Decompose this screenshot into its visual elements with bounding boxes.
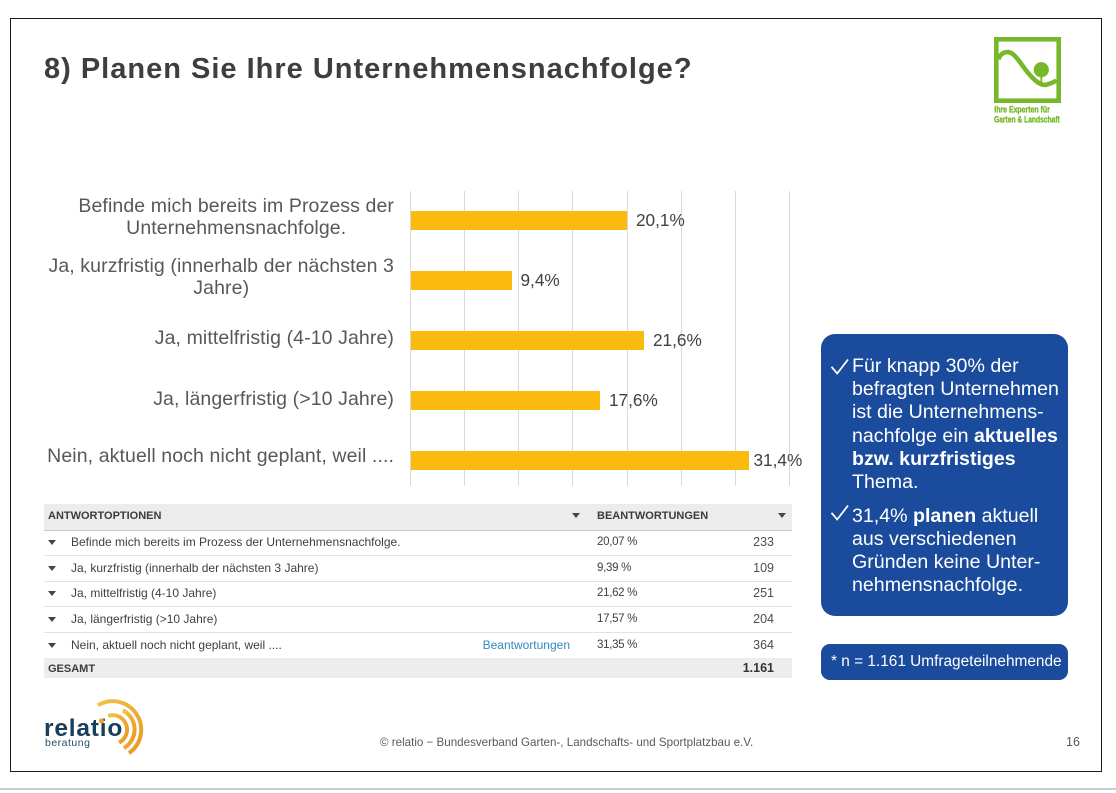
- svg-text:Ihre Experten für: Ihre Experten für: [994, 105, 1050, 115]
- svg-text:Garten & Landschaft: Garten & Landschaft: [994, 115, 1060, 125]
